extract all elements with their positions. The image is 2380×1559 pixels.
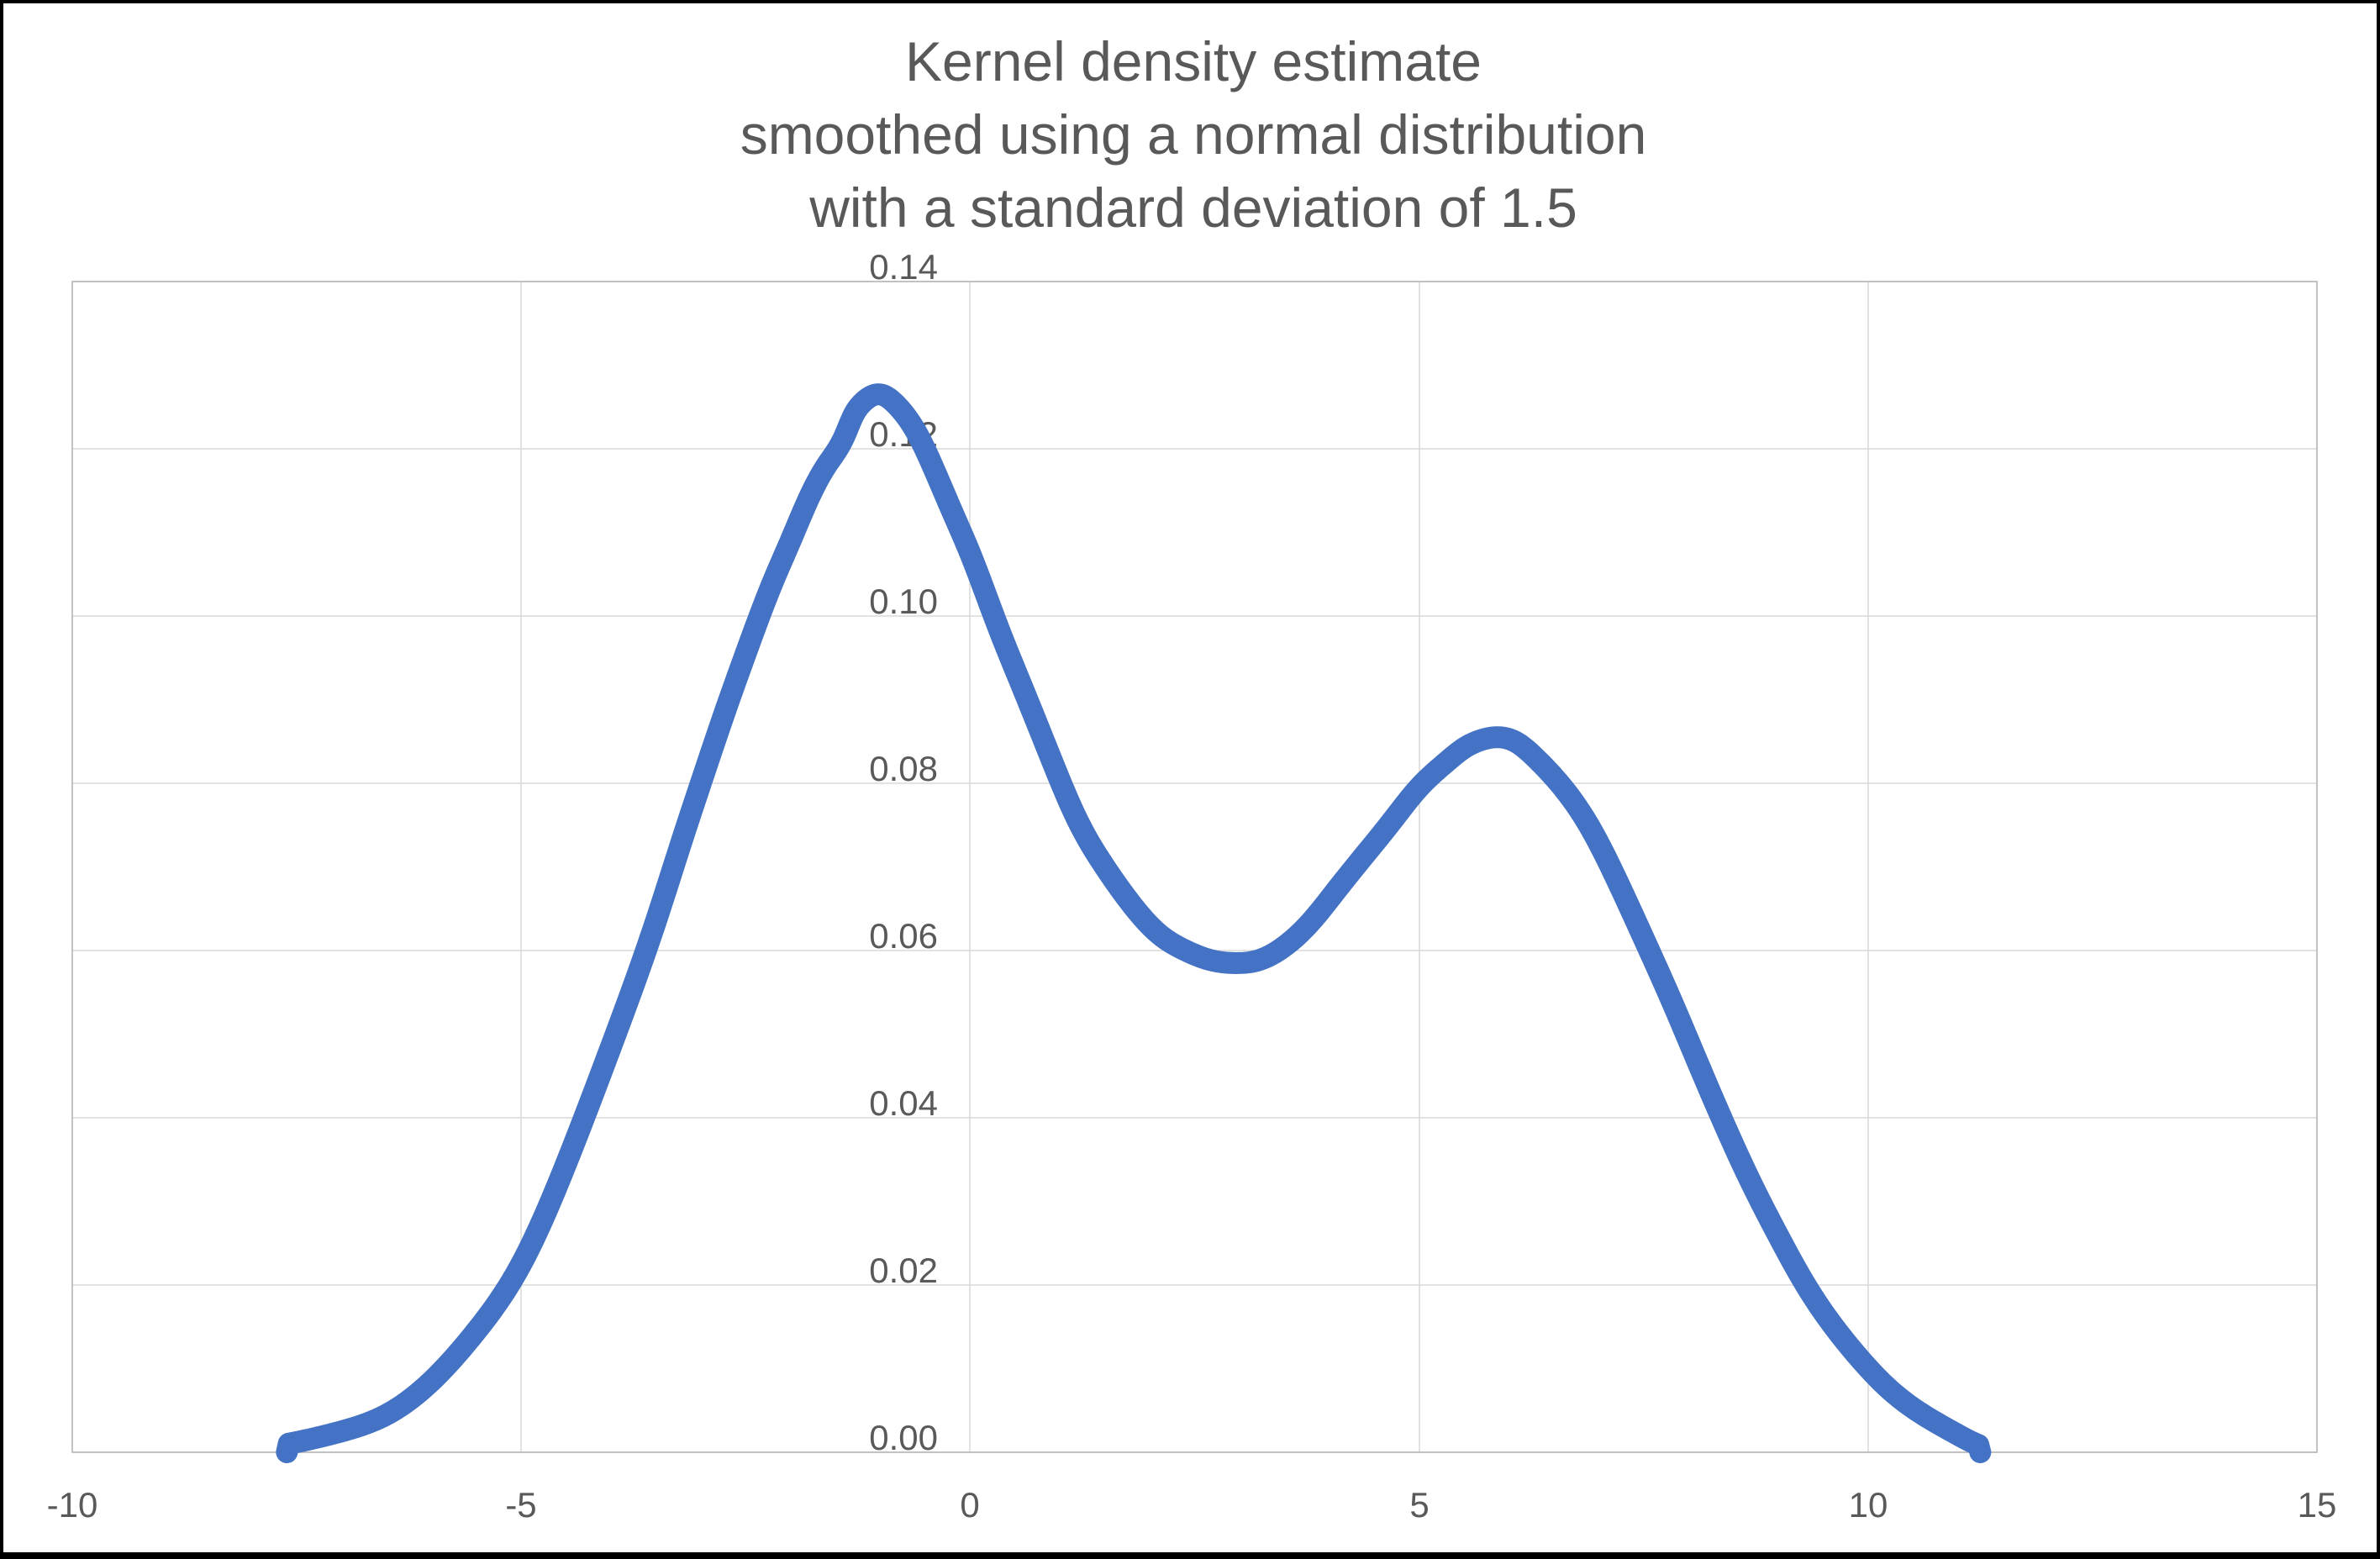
svg-text:0.06: 0.06 — [869, 916, 938, 956]
svg-text:0.10: 0.10 — [869, 582, 938, 621]
svg-text:15: 15 — [2298, 1485, 2337, 1525]
svg-text:0.04: 0.04 — [869, 1083, 938, 1123]
svg-text:10: 10 — [1849, 1485, 1888, 1525]
svg-text:0.08: 0.08 — [869, 749, 938, 788]
svg-text:0: 0 — [960, 1485, 979, 1525]
svg-text:0.14: 0.14 — [869, 247, 938, 287]
svg-text:5: 5 — [1409, 1485, 1429, 1525]
svg-text:-5: -5 — [505, 1485, 536, 1525]
svg-text:-10: -10 — [47, 1485, 98, 1525]
svg-text:0.02: 0.02 — [869, 1251, 938, 1290]
svg-text:0.00: 0.00 — [869, 1418, 938, 1457]
